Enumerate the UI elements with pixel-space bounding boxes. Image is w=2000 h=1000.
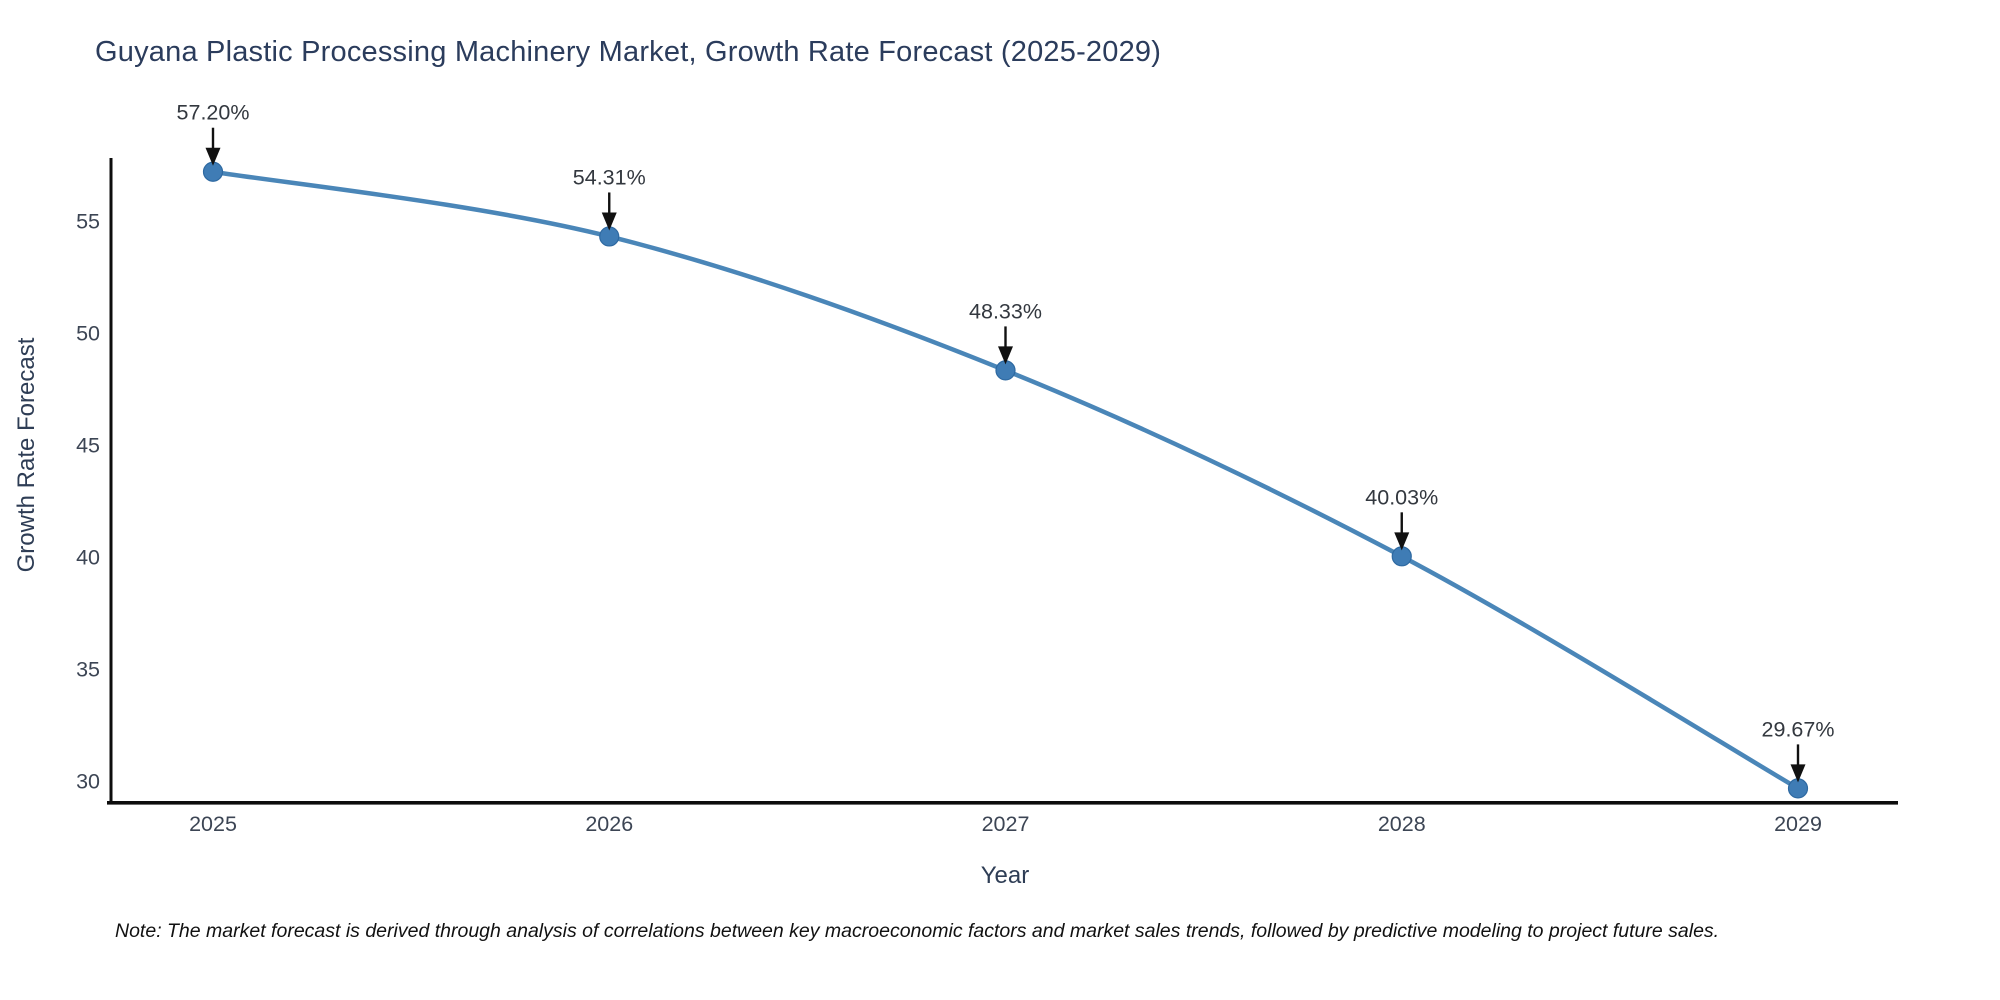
annotation-arrow-head (205, 147, 221, 166)
annotation-arrow-head (601, 212, 617, 231)
x-tick-label: 2027 (982, 812, 1030, 836)
y-tick-label: 55 (76, 210, 100, 234)
x-tick-label: 2026 (585, 812, 633, 836)
data-point-value-label: 40.03% (1365, 485, 1438, 509)
y-tick-label: 45 (76, 434, 100, 458)
y-axis-spine (109, 158, 113, 804)
x-tick-label: 2025 (189, 812, 237, 836)
annotation-arrow-head (1790, 764, 1806, 783)
y-tick-label: 50 (76, 322, 100, 346)
x-tick-label: 2029 (1774, 812, 1822, 836)
y-tick-label: 30 (76, 770, 100, 794)
y-tick-label: 40 (76, 546, 100, 570)
annotation-arrow-head (998, 346, 1013, 365)
x-axis-label: Year (980, 862, 1030, 889)
data-point-value-label: 57.20% (177, 101, 250, 125)
data-point-value-label: 54.31% (573, 165, 646, 189)
x-tick-label: 2028 (1378, 812, 1426, 836)
y-tick-label: 35 (76, 658, 100, 682)
data-point-value-label: 29.67% (1762, 717, 1835, 741)
forecast-line-series (210, 169, 1801, 791)
chart-title: Guyana Plastic Processing Machinery Mark… (95, 36, 1162, 68)
annotation-arrow-head (1394, 532, 1410, 551)
x-axis-spine (107, 801, 1898, 805)
chart-footnote: Note: The market forecast is derived thr… (115, 920, 1720, 942)
data-point-value-label: 48.33% (969, 299, 1042, 323)
